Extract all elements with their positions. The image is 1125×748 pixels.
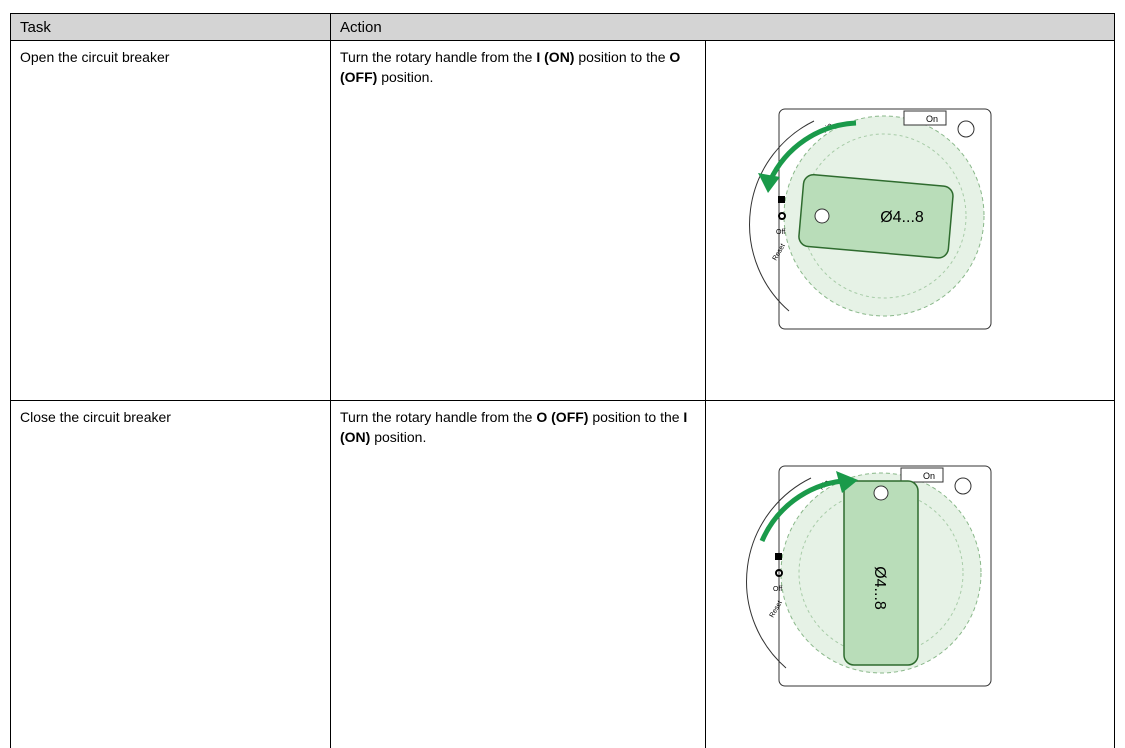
lock-label: Ø4...8	[871, 566, 888, 610]
lock-icon	[775, 553, 782, 560]
action-text: Turn the rotary handle from the	[340, 49, 537, 65]
off-label: Off	[773, 586, 782, 593]
action-text: position.	[370, 429, 427, 445]
action-text: O (OFF)	[536, 409, 589, 425]
task-cell: Open the circuit breaker	[10, 40, 331, 401]
on-box	[903, 110, 947, 126]
scale-arc	[749, 120, 815, 312]
on-label: On	[923, 471, 935, 481]
off-mark	[775, 569, 783, 577]
rotation-arrow	[767, 120, 857, 183]
lock-icon	[778, 196, 785, 203]
header-cell: Action	[330, 13, 1115, 41]
handle-pin	[873, 485, 889, 501]
off-mark	[778, 212, 786, 220]
action-text: O (OFF)	[340, 49, 681, 85]
rotation-arrow-head	[836, 471, 858, 493]
figure-cell: On Trip Off Reset Ø4...8	[705, 400, 1115, 748]
action-text: I (ON)	[536, 49, 575, 65]
handle	[843, 480, 919, 666]
on-label: On	[926, 114, 938, 124]
screw	[957, 120, 975, 138]
off-label: Off	[776, 229, 785, 236]
handle-pin	[814, 208, 830, 224]
scale-arc	[746, 477, 812, 669]
figure-cell: On Trip Off Reset Ø4...8	[705, 40, 1115, 401]
rotation-arrow-head	[758, 173, 780, 193]
action-cell: Turn the rotary handle from the O (OFF) …	[330, 400, 706, 748]
on-box	[900, 467, 944, 483]
dial-inner	[801, 133, 967, 299]
action-text: Turn the rotary handle from the	[340, 409, 537, 425]
screw	[954, 477, 972, 495]
task-cell: Close the circuit breaker	[10, 400, 331, 748]
action-text: position.	[377, 69, 434, 85]
action-text: position to the	[588, 409, 684, 425]
handle	[798, 173, 954, 259]
action-cell: Turn the rotary handle from the I (ON) p…	[330, 40, 706, 401]
lock-label: Ø4...8	[880, 209, 924, 226]
rotation-arrow	[759, 478, 843, 542]
header-cell: Task	[10, 13, 331, 41]
action-text: I (ON)	[340, 409, 688, 445]
action-text: position to the	[574, 49, 670, 65]
